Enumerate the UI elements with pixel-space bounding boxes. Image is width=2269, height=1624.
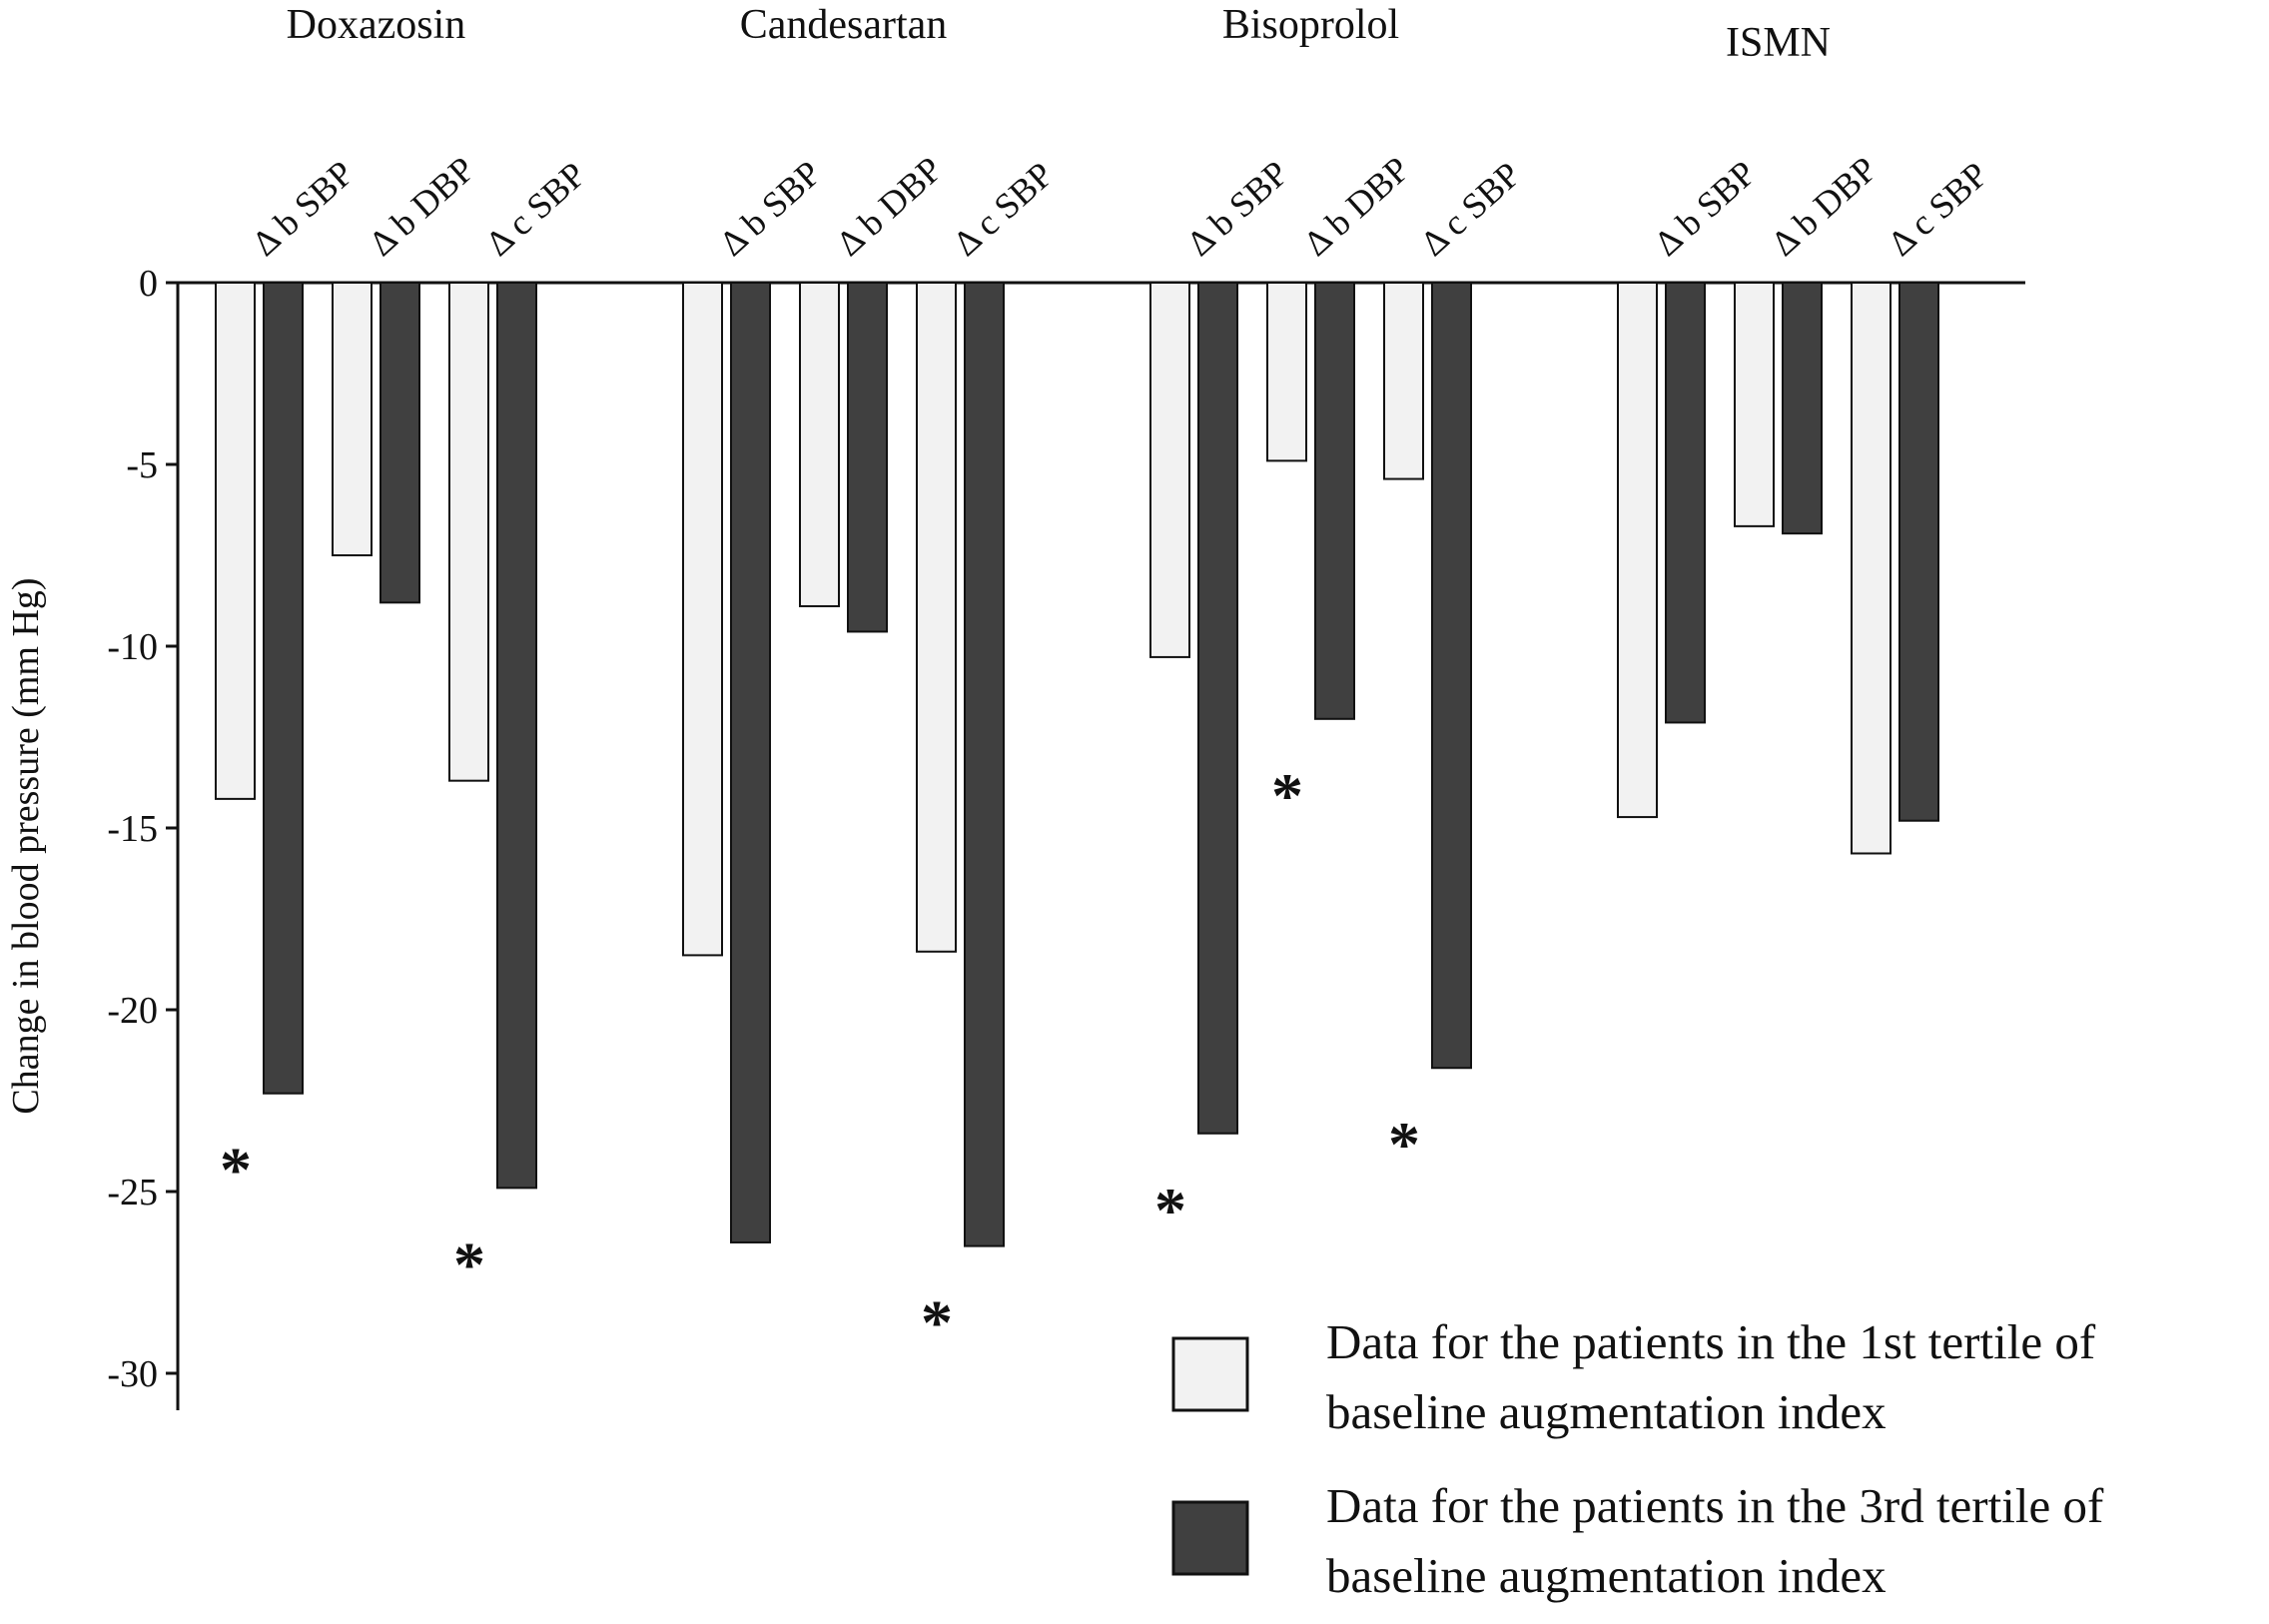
group-title: Doxazosin	[287, 2, 466, 48]
bar-third-tertile	[1898, 282, 1939, 822]
bar-third-tertile	[1314, 282, 1355, 720]
bar-label: Δ b SBP	[245, 153, 362, 264]
y-tick-label: -5	[126, 444, 158, 486]
bar-label: Δ c SBP	[946, 154, 1061, 263]
group-title: ISMN	[1726, 20, 1831, 66]
y-tick-label: -10	[107, 626, 158, 668]
legend: Data for the patients in the 1st tertile…	[1171, 1314, 2104, 1603]
bar-label: Δ b DBP	[362, 149, 482, 264]
bar-third-tertile	[263, 282, 304, 1095]
axes: 0 -5 -10 -15 -20 -25 -30	[107, 263, 2025, 1410]
bar-label: Δ b SBP	[1179, 153, 1296, 264]
bar-first-tertile	[1266, 282, 1307, 462]
group-title: Bisoprolol	[1222, 2, 1399, 48]
bar-third-tertile	[964, 282, 1005, 1247]
bar-first-tertile	[682, 282, 723, 957]
bar-third-tertile	[1197, 282, 1238, 1135]
legend-label: baseline augmentation index	[1326, 1548, 1887, 1603]
bar-first-tertile	[799, 282, 840, 607]
y-tick-label: -30	[107, 1353, 158, 1395]
bars	[215, 282, 1939, 1247]
bar-label: Δ b DBP	[1764, 149, 1885, 264]
bar-first-tertile	[1734, 282, 1775, 527]
y-tick-label: -20	[107, 990, 158, 1032]
y-axis-title: Change in blood pressure (mm Hg)	[5, 577, 47, 1114]
bar-first-tertile	[1149, 282, 1190, 658]
bar-third-tertile	[1431, 282, 1472, 1070]
bar-first-tertile	[916, 282, 957, 953]
bar-third-tertile	[847, 282, 888, 633]
bar-first-tertile	[448, 282, 489, 782]
bar-label: Δ b DBP	[1296, 149, 1417, 264]
bar-label: Δ b DBP	[829, 149, 950, 264]
bar-first-tertile	[1617, 282, 1658, 819]
bar-label: Δ b SBP	[712, 153, 829, 264]
y-tick-label: 0	[139, 263, 158, 305]
bar-third-tertile	[379, 282, 420, 604]
bar-label: Δ c SBP	[1413, 154, 1528, 263]
bar-third-tertile	[1665, 282, 1706, 724]
significance-star: *	[453, 1228, 485, 1299]
bar-label: Δ c SBP	[478, 154, 593, 263]
y-tick-label: -25	[107, 1172, 158, 1214]
significance-star: *	[921, 1287, 953, 1358]
significance-star: *	[1154, 1175, 1186, 1245]
bar-label: Δ b SBP	[1647, 153, 1764, 264]
bar-first-tertile	[332, 282, 373, 556]
y-tick-label: -15	[107, 808, 158, 850]
significance-star: *	[1271, 760, 1303, 831]
legend-label: Data for the patients in the 3rd tertile…	[1326, 1478, 2104, 1533]
bar-label: Δ c SBP	[1881, 154, 1995, 263]
legend-label: Data for the patients in the 1st tertile…	[1326, 1314, 2096, 1369]
bar-first-tertile	[215, 282, 256, 800]
legend-swatch-third	[1171, 1500, 1249, 1576]
significance-star: *	[220, 1135, 252, 1206]
bar-first-tertile	[1383, 282, 1424, 480]
legend-swatch-first	[1171, 1336, 1249, 1412]
bar-third-tertile	[730, 282, 771, 1243]
legend-label: baseline augmentation index	[1326, 1384, 1887, 1439]
bar-third-tertile	[1782, 282, 1823, 535]
bar-first-tertile	[1851, 282, 1891, 855]
significance-star: *	[1388, 1109, 1420, 1180]
group-title: Candesartan	[740, 2, 948, 48]
bar-third-tertile	[496, 282, 537, 1190]
